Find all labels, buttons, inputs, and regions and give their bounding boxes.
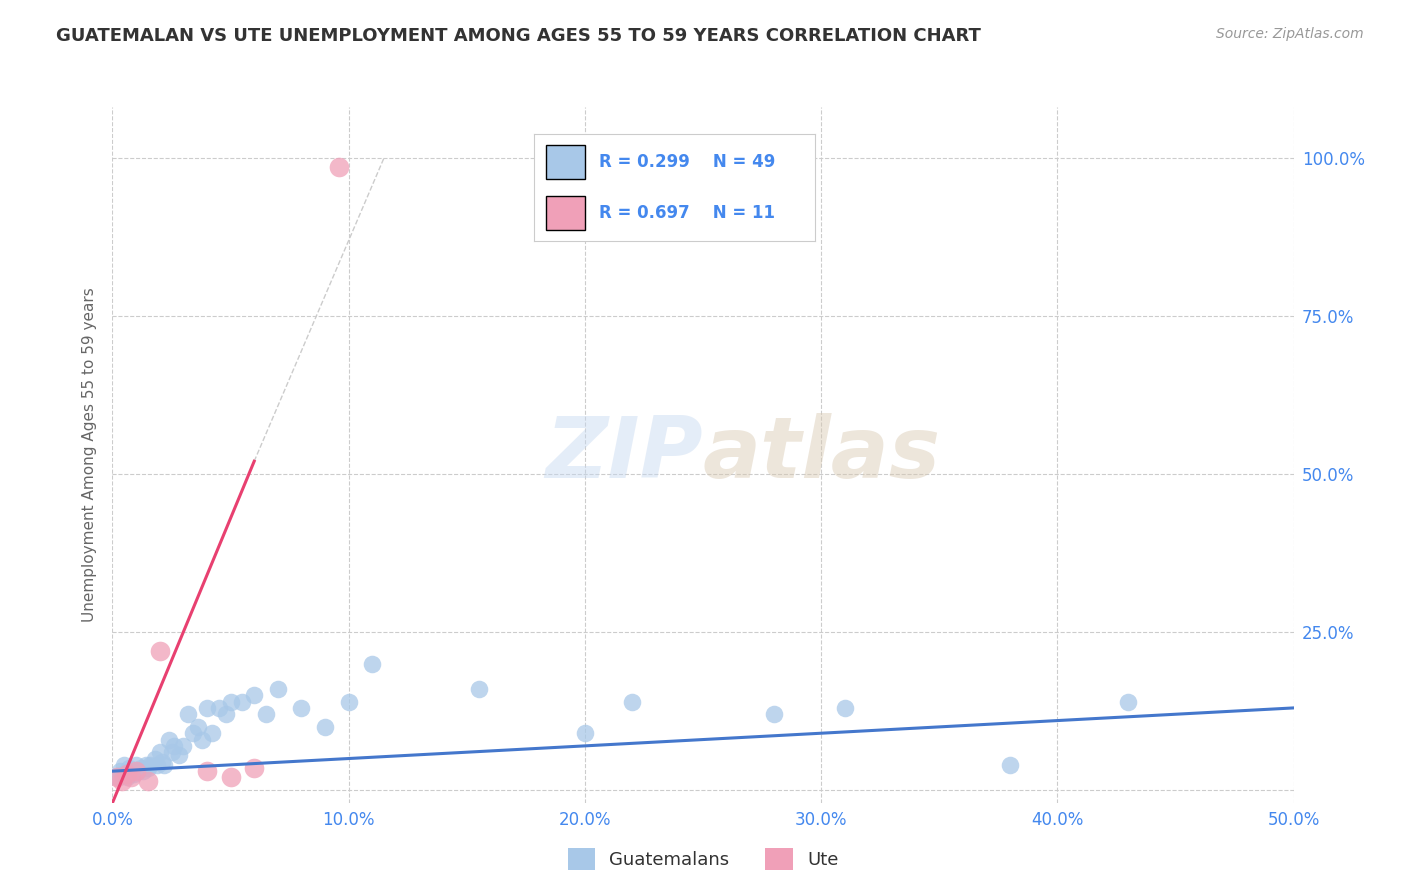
Point — [328, 160, 350, 174]
Text: atlas: atlas — [703, 413, 941, 497]
Point — [115, 767, 138, 781]
Point — [574, 726, 596, 740]
Point — [181, 726, 204, 740]
Point — [1116, 695, 1139, 709]
Point — [201, 726, 224, 740]
Point — [243, 688, 266, 702]
Text: Source: ZipAtlas.com: Source: ZipAtlas.com — [1216, 27, 1364, 41]
Text: R = 0.697    N = 11: R = 0.697 N = 11 — [599, 204, 775, 222]
Point — [163, 739, 186, 753]
FancyBboxPatch shape — [546, 196, 585, 230]
Point — [115, 771, 138, 785]
Point — [150, 755, 173, 769]
Point — [177, 707, 200, 722]
Point — [146, 757, 169, 772]
Point — [136, 761, 159, 775]
Point — [118, 761, 141, 775]
Point — [120, 771, 142, 785]
Point — [135, 757, 157, 772]
Point — [129, 761, 152, 775]
Point — [267, 681, 290, 696]
Y-axis label: Unemployment Among Ages 55 to 59 years: Unemployment Among Ages 55 to 59 years — [82, 287, 97, 623]
Point — [219, 771, 242, 785]
Point — [139, 757, 162, 772]
Point — [998, 757, 1021, 772]
Point — [112, 757, 135, 772]
Point — [160, 745, 183, 759]
Point — [186, 720, 208, 734]
Point — [195, 701, 218, 715]
Legend: Guatemalans, Ute: Guatemalans, Ute — [561, 841, 845, 877]
Point — [172, 739, 194, 753]
Point — [120, 764, 142, 779]
Point — [149, 745, 172, 759]
Text: GUATEMALAN VS UTE UNEMPLOYMENT AMONG AGES 55 TO 59 YEARS CORRELATION CHART: GUATEMALAN VS UTE UNEMPLOYMENT AMONG AGE… — [56, 27, 981, 45]
Point — [153, 757, 176, 772]
Point — [208, 701, 231, 715]
Point — [621, 695, 644, 709]
Point — [231, 695, 253, 709]
Point — [467, 681, 489, 696]
FancyBboxPatch shape — [546, 145, 585, 178]
Point — [290, 701, 312, 715]
Point — [136, 773, 159, 788]
Point — [125, 757, 148, 772]
Point — [243, 761, 266, 775]
Point — [834, 701, 856, 715]
Point — [314, 720, 336, 734]
Point — [361, 657, 384, 671]
Point — [762, 707, 785, 722]
Text: R = 0.299    N = 49: R = 0.299 N = 49 — [599, 153, 775, 170]
Point — [122, 767, 145, 781]
Point — [105, 771, 128, 785]
Point — [149, 644, 172, 658]
Point — [254, 707, 277, 722]
Point — [337, 695, 360, 709]
Point — [105, 771, 128, 785]
Point — [191, 732, 214, 747]
Point — [108, 764, 131, 779]
Point — [195, 764, 218, 779]
Point — [157, 732, 180, 747]
Point — [127, 764, 149, 779]
Point — [132, 764, 155, 779]
Text: ZIP: ZIP — [546, 413, 703, 497]
Point — [111, 767, 134, 781]
Point — [111, 773, 134, 788]
Point — [167, 748, 190, 763]
Point — [125, 764, 148, 779]
Point — [219, 695, 242, 709]
Point — [143, 751, 166, 765]
Point — [215, 707, 238, 722]
